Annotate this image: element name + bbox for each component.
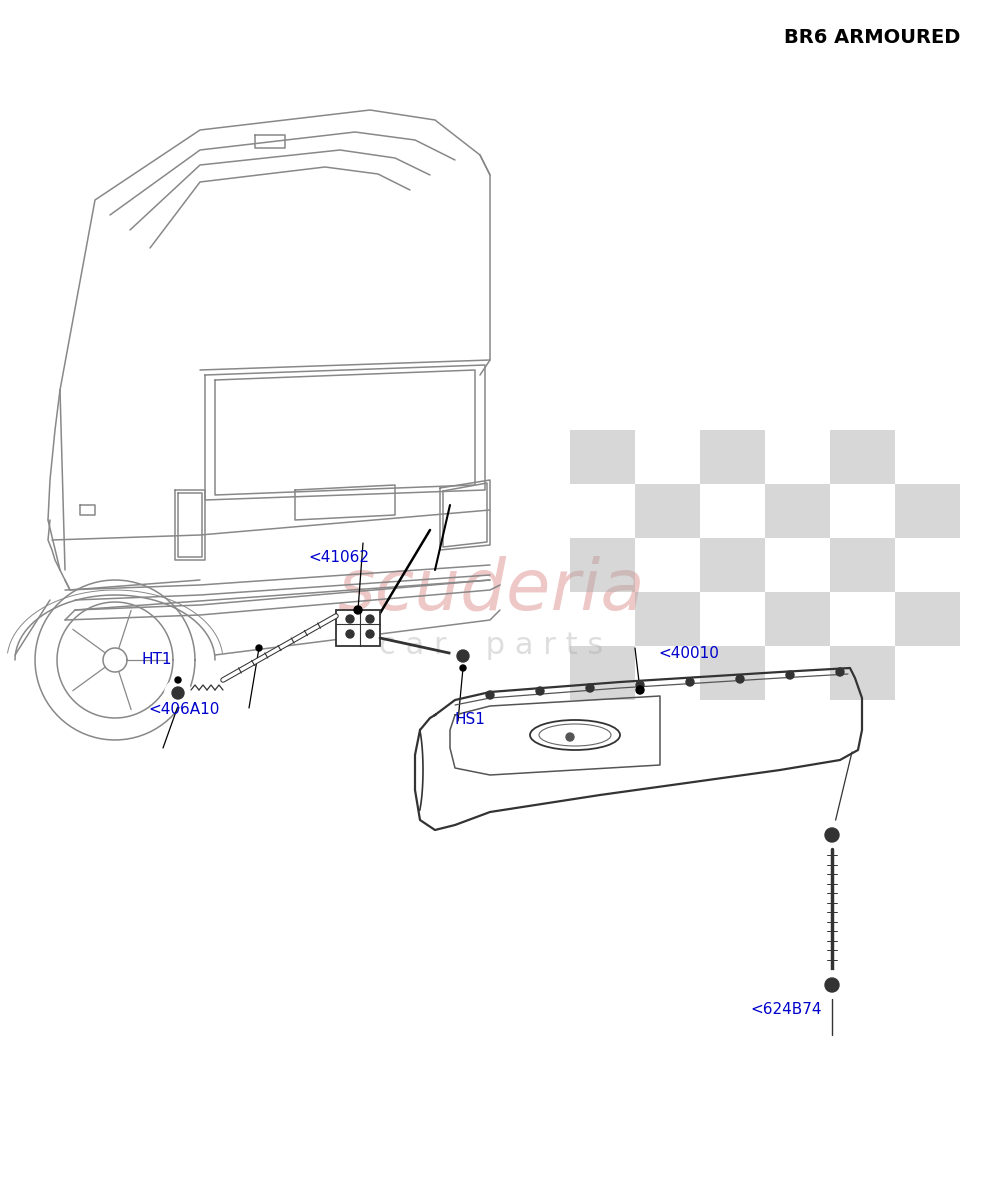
Ellipse shape	[530, 720, 620, 750]
Text: scuderia: scuderia	[337, 556, 645, 624]
Circle shape	[460, 653, 466, 659]
Circle shape	[636, 686, 644, 694]
Circle shape	[346, 614, 354, 623]
Text: c a r    p a r t s: c a r p a r t s	[379, 630, 603, 660]
Circle shape	[829, 982, 835, 988]
Bar	[635, 484, 700, 538]
Circle shape	[818, 821, 846, 850]
Ellipse shape	[539, 724, 611, 746]
Text: <406A10: <406A10	[148, 702, 219, 718]
Bar	[765, 592, 830, 646]
Circle shape	[786, 671, 794, 679]
Circle shape	[818, 971, 846, 998]
Circle shape	[829, 832, 835, 838]
Bar	[635, 592, 700, 646]
Circle shape	[346, 630, 354, 638]
Circle shape	[175, 690, 181, 696]
Text: HS1: HS1	[455, 713, 486, 727]
Bar	[700, 538, 765, 592]
Bar	[830, 538, 895, 592]
Circle shape	[165, 680, 191, 706]
Circle shape	[460, 665, 466, 671]
Circle shape	[536, 686, 544, 695]
Circle shape	[636, 680, 644, 689]
Circle shape	[566, 733, 574, 740]
Bar	[570, 646, 635, 700]
Bar	[830, 430, 895, 484]
Circle shape	[825, 828, 839, 842]
Text: <40010: <40010	[658, 646, 719, 660]
Circle shape	[354, 606, 362, 614]
Bar	[765, 484, 830, 538]
Circle shape	[172, 686, 184, 698]
Circle shape	[825, 978, 839, 992]
Text: BR6 ARMOURED: BR6 ARMOURED	[784, 28, 960, 47]
Text: HT1: HT1	[142, 653, 173, 667]
Circle shape	[366, 630, 374, 638]
FancyBboxPatch shape	[336, 610, 380, 646]
Circle shape	[175, 677, 181, 683]
Bar	[570, 538, 635, 592]
Circle shape	[586, 684, 594, 692]
Circle shape	[736, 674, 744, 683]
Circle shape	[451, 644, 475, 668]
Circle shape	[457, 650, 469, 662]
Bar	[700, 430, 765, 484]
Circle shape	[256, 646, 262, 650]
Circle shape	[686, 678, 694, 686]
Text: <41062: <41062	[308, 550, 369, 564]
Bar	[570, 430, 635, 484]
Bar	[700, 646, 765, 700]
Bar	[830, 646, 895, 700]
Circle shape	[836, 668, 844, 676]
Circle shape	[366, 614, 374, 623]
Bar	[895, 592, 960, 646]
Bar	[895, 484, 960, 538]
Text: <624B74: <624B74	[750, 1002, 822, 1018]
Circle shape	[486, 691, 494, 698]
